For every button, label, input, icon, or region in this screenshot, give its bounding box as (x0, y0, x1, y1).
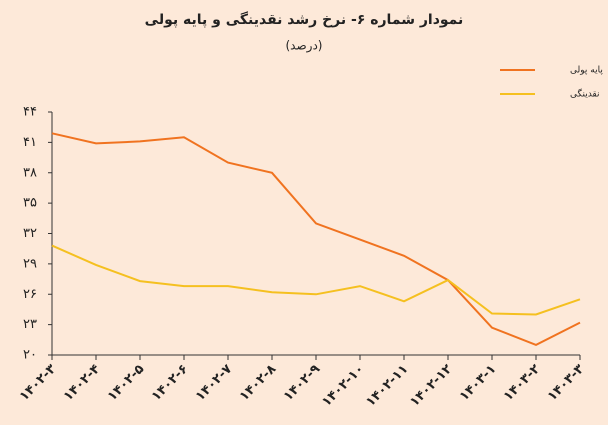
series-line (51, 132, 581, 346)
chart-subtitle: (درصد) (286, 39, 323, 54)
legend-label: نقدینگی (570, 88, 599, 100)
y-tick-label: ۴۴ (23, 105, 37, 120)
chart-title: نمودار شماره ۶- نرخ رشد نقدینگی و پایه پ… (145, 11, 464, 28)
y-tick-label: ۳۲ (23, 226, 37, 241)
series-line (51, 244, 581, 316)
legend-label: پایه پولی (570, 66, 603, 76)
y-tick-label: ۲۰ (23, 348, 37, 363)
y-tick-label: ۳۸ (23, 165, 37, 180)
y-tick-label: ۲۳ (23, 317, 37, 332)
y-tick-label: ۴۱ (23, 135, 37, 150)
y-tick-label: ۲۹ (23, 256, 37, 271)
y-tick-label: ۲۶ (23, 287, 37, 302)
y-tick-label: ۳۵ (23, 196, 37, 211)
